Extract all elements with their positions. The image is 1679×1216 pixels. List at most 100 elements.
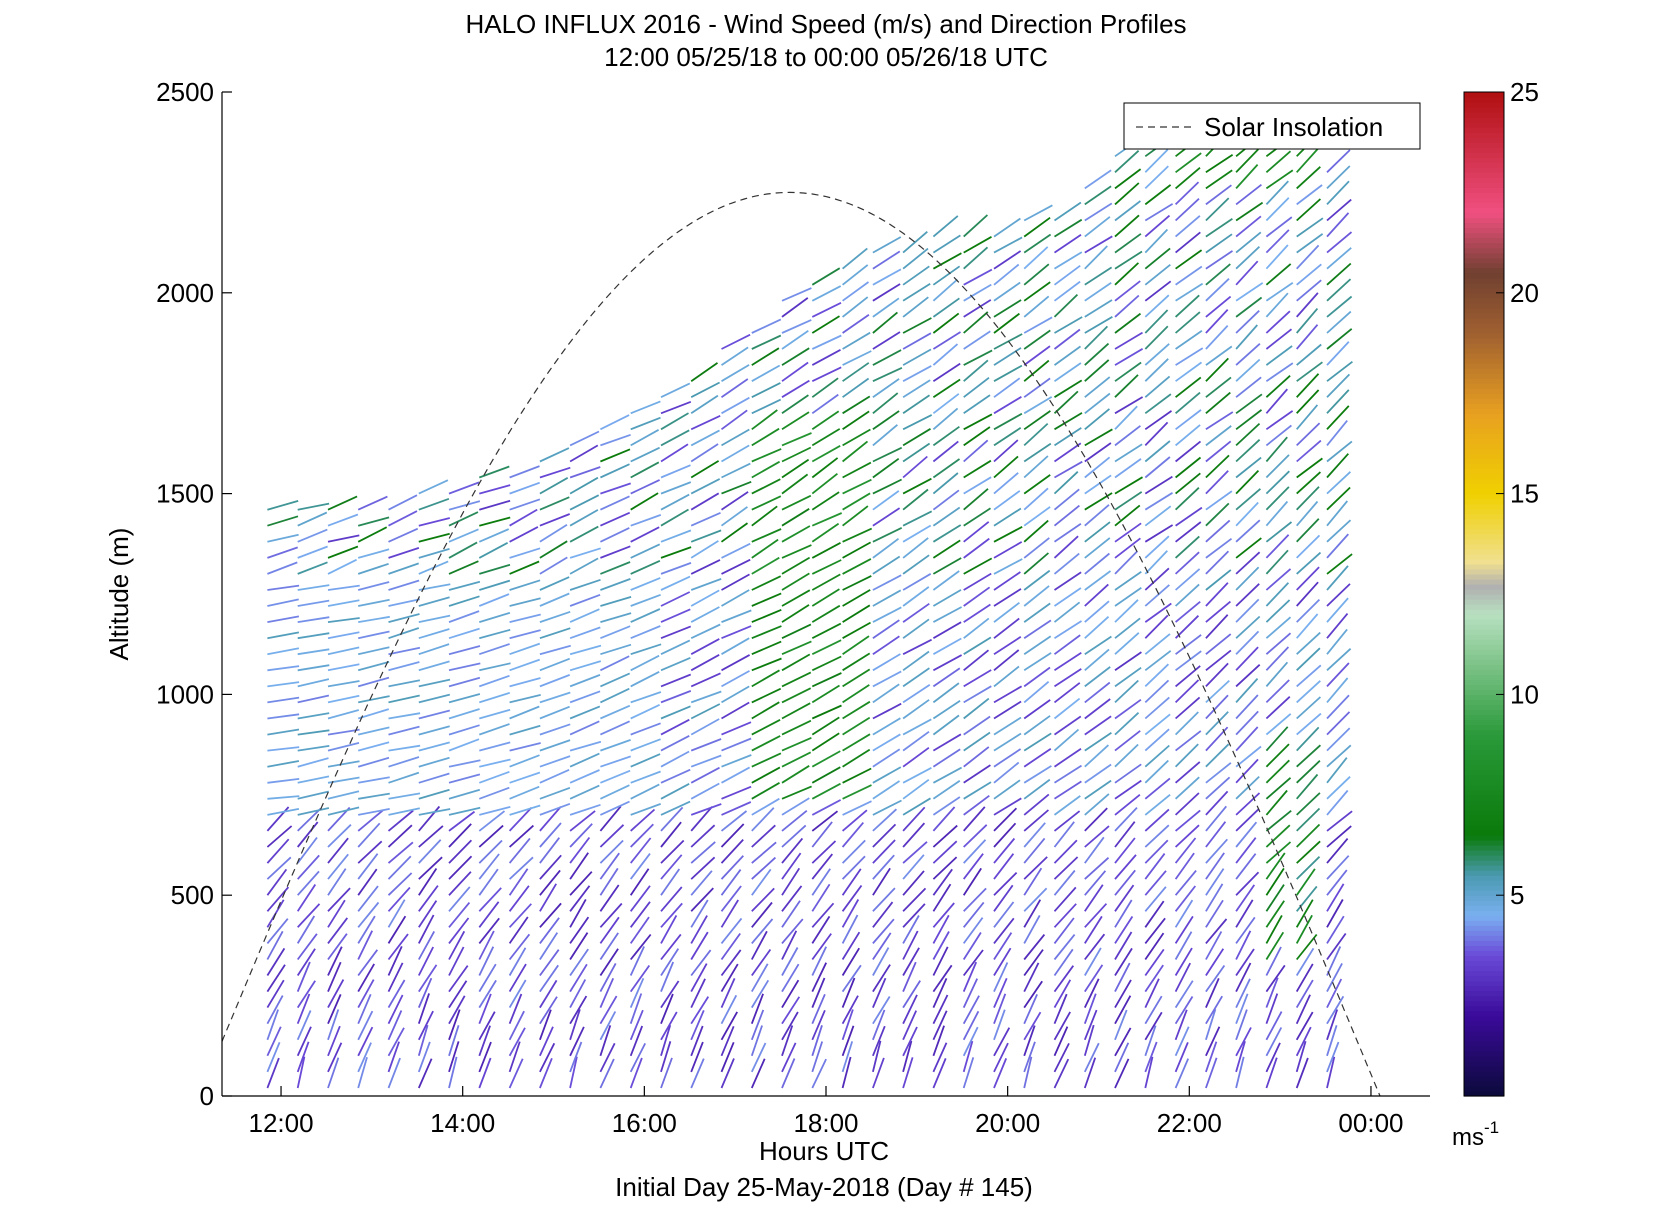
wind-barb: [751, 841, 777, 864]
wind-barb: [1083, 1042, 1100, 1073]
wind-barb: [508, 979, 527, 1009]
wind-barb: [781, 810, 808, 832]
wind-barb: [751, 887, 775, 912]
wind-barb: [841, 947, 860, 976]
wind-barb: [1265, 759, 1290, 784]
colorbar-strip: [1464, 343, 1504, 349]
wind-barb: [690, 578, 722, 591]
wind-barb: [1114, 962, 1131, 993]
wind-barb: [781, 797, 810, 816]
wind-barb: [1235, 488, 1261, 511]
wind-barb: [842, 748, 871, 768]
wind-barb: [872, 964, 891, 993]
wind-barb: [297, 729, 330, 736]
colorbar-strip: [1464, 358, 1504, 364]
wind-barb: [358, 792, 390, 800]
wind-barb: [962, 932, 982, 960]
wind-barb: [600, 495, 630, 511]
wind-barb: [872, 526, 903, 543]
wind-barb: [781, 885, 803, 912]
wind-barb: [1144, 440, 1171, 463]
wind-barb: [1053, 886, 1077, 912]
colorbar-strip: [1464, 940, 1504, 946]
wind-barb: [841, 1041, 854, 1073]
wind-barb: [478, 1025, 491, 1057]
colorbar-strip: [1464, 850, 1504, 856]
wind-barb: [751, 495, 782, 511]
wind-barb: [932, 378, 961, 398]
wind-barb: [539, 524, 568, 543]
wind-barb: [630, 559, 661, 575]
wind-barb: [600, 433, 631, 447]
wind-barb: [1114, 794, 1141, 816]
wind-barb: [660, 690, 692, 704]
wind-barb: [1205, 411, 1234, 431]
wind-barb: [811, 810, 839, 832]
wind-barb: [1265, 328, 1293, 350]
wind-barb: [509, 742, 541, 752]
wind-barb: [1205, 154, 1234, 174]
wind-barb: [1235, 808, 1260, 832]
wind-barb: [993, 236, 1023, 254]
wind-barb: [1296, 807, 1321, 832]
wind-barb: [630, 808, 656, 832]
wind-barb: [1295, 1026, 1312, 1057]
colorbar-strip: [1464, 147, 1504, 153]
wind-barb: [1175, 215, 1201, 238]
wind-barb: [599, 824, 625, 848]
wind-barb: [721, 346, 749, 366]
wind-barb: [841, 1056, 852, 1089]
wind-barb: [1084, 216, 1111, 238]
wind-barb: [509, 705, 540, 720]
wind-barb: [660, 961, 675, 992]
wind-barb: [1296, 680, 1321, 704]
wind-barb: [902, 317, 932, 334]
wind-barb: [630, 722, 661, 736]
wind-barb: [1326, 946, 1342, 976]
wind-barb: [1175, 472, 1201, 495]
wind-barb: [297, 775, 330, 784]
colorbar-strip: [1464, 855, 1504, 861]
wind-barb: [630, 479, 660, 495]
wind-barb: [872, 349, 902, 366]
wind-barb: [1265, 263, 1292, 286]
wind-barb: [993, 716, 1022, 736]
wind-barb: [963, 781, 992, 800]
wind-barb: [721, 737, 752, 752]
wind-barb: [600, 672, 631, 688]
wind-barb: [1296, 696, 1322, 720]
wind-barb: [872, 887, 896, 912]
wind-barb: [993, 541, 1023, 559]
colorbar-gradient: [1464, 92, 1504, 1097]
wind-barb: [1205, 440, 1232, 463]
wind-barb: [1235, 630, 1260, 655]
colorbar-strip: [1464, 157, 1504, 163]
colorbar-strip: [1464, 1025, 1504, 1032]
wind-barb: [479, 758, 511, 768]
colorbar-strip: [1464, 754, 1504, 761]
wind-barb: [872, 947, 890, 976]
wind-barb: [600, 596, 632, 607]
wind-barb: [539, 768, 570, 784]
wind-barb: [902, 332, 932, 350]
wind-barb: [1144, 679, 1170, 704]
wind-barb: [327, 584, 360, 591]
wind-barb: [599, 948, 619, 976]
colorbar-strip: [1464, 533, 1504, 540]
wind-barb: [509, 804, 541, 816]
wind-barb: [1265, 310, 1291, 334]
wind-barb: [1084, 392, 1111, 415]
wind-barb: [1053, 535, 1079, 559]
wind-barb: [811, 799, 842, 816]
wind-barb: [599, 977, 615, 1008]
wind-barb: [388, 646, 421, 656]
wind-barb: [266, 1057, 280, 1089]
wind-barb: [1144, 886, 1167, 912]
wind-barb: [963, 715, 991, 736]
wind-barb: [872, 766, 902, 784]
wind-barb: [872, 1040, 882, 1073]
wind-barb: [751, 347, 780, 366]
wind-barb: [1023, 793, 1050, 816]
colorbar-strip: [1464, 102, 1504, 108]
wind-barb: [811, 267, 841, 286]
